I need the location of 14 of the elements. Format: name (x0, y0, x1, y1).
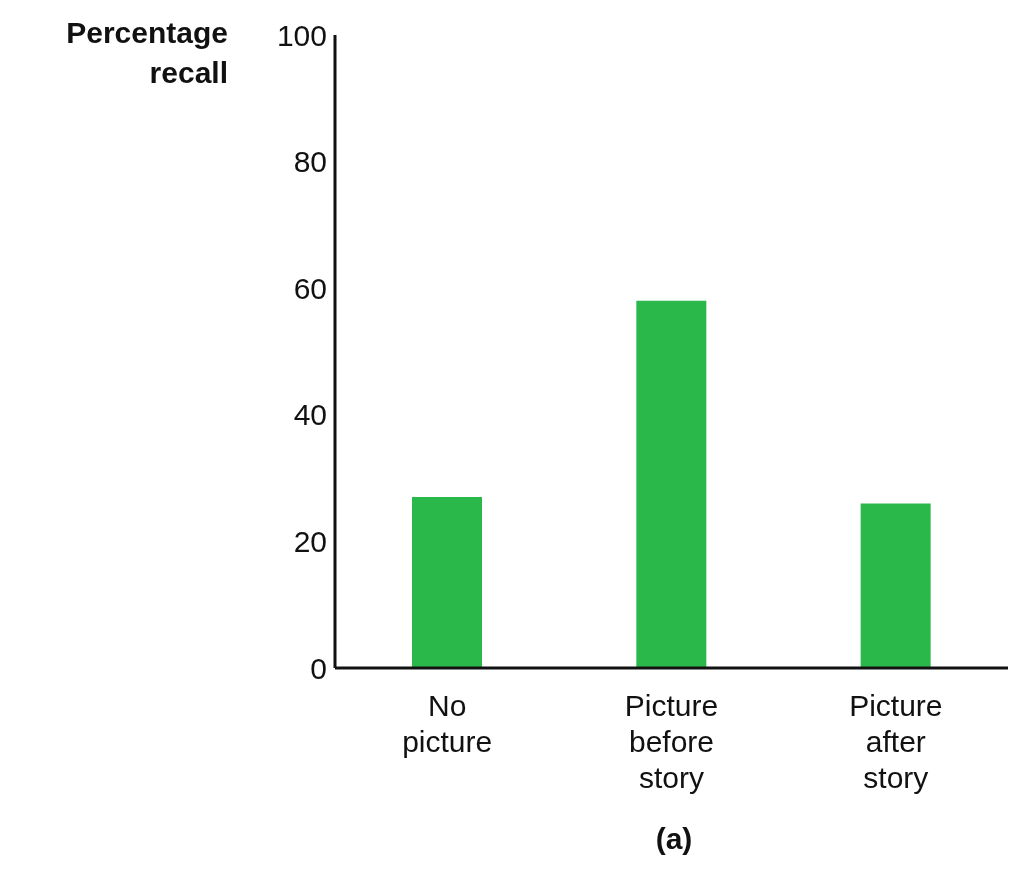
bar (412, 497, 482, 668)
bar (860, 503, 931, 668)
y-tick-label: 40 (293, 398, 327, 432)
y-axis-title: Percentage recall (65, 15, 228, 91)
x-tick-label: No picture (402, 689, 493, 758)
y-tick-label: 80 (293, 145, 327, 179)
y-tick-label: 100 (276, 18, 327, 52)
x-tick-label: Picture before story (624, 689, 719, 794)
bar (636, 300, 707, 668)
text: (a) (654, 822, 694, 856)
y-tick-label: 0 (310, 651, 327, 685)
x-tick-label: Picture after story (849, 689, 943, 794)
y-tick-label: 20 (293, 525, 327, 559)
y-tick-label: 60 (293, 271, 327, 305)
